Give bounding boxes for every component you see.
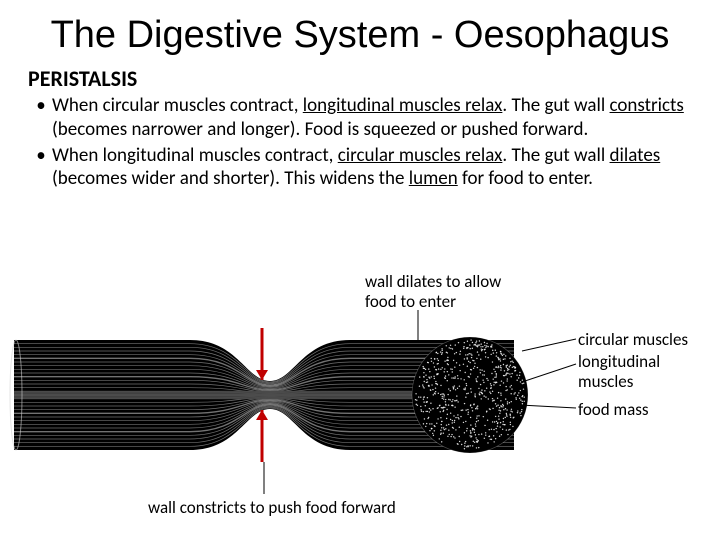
bullet-item: • When circular muscles contract, longit… (30, 94, 690, 142)
bullet-marker: • (30, 94, 52, 142)
subtitle: PERISTALSIS (0, 65, 720, 94)
bullet-item: • When longitudinal muscles contract, ci… (30, 144, 690, 192)
annot-longitudinal-muscles: longitudinalmuscles (578, 352, 660, 391)
peristalsis-diagram: wall dilates to allowfood to enter circu… (0, 290, 720, 540)
bullet-text: When longitudinal muscles contract, circ… (52, 144, 690, 192)
bullet-marker: • (30, 144, 52, 192)
page-title: The Digestive System - Oesophagus (0, 0, 720, 65)
bullet-text: When circular muscles contract, longitud… (52, 94, 690, 142)
annot-constrict: wall constricts to push food forward (148, 498, 396, 518)
annot-food-mass: food mass (578, 400, 649, 420)
bullet-list: • When circular muscles contract, longit… (0, 94, 720, 191)
annot-circular-muscles: circular muscles (578, 330, 688, 350)
annot-dilate: wall dilates to allowfood to enter (365, 272, 501, 311)
